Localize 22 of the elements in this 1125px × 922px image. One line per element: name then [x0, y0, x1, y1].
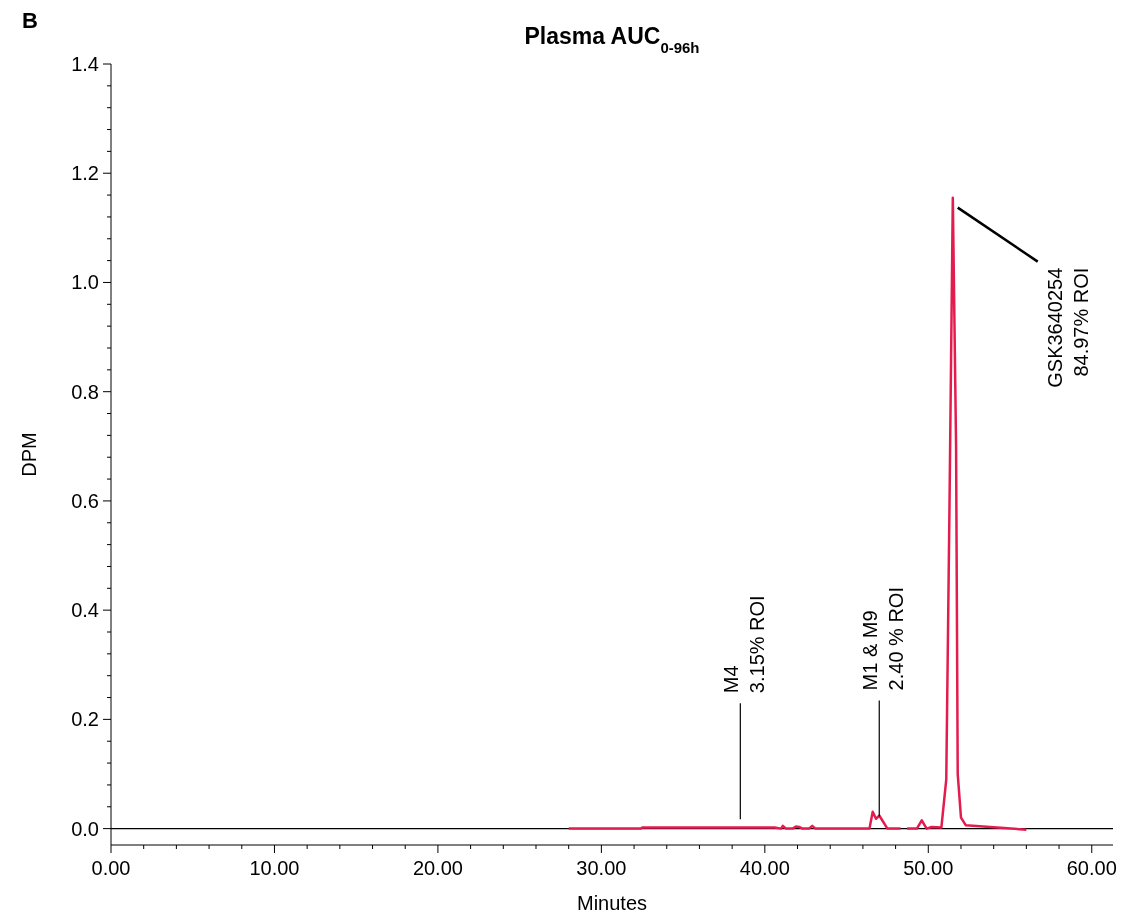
- x-axis-title: Minutes: [576, 892, 648, 914]
- x-tick-label: 30.00: [576, 857, 627, 879]
- y-tick-label: 0.6: [71, 489, 99, 512]
- chart-title: Plasma AUC$_{0-96h}$: [524, 23, 700, 56]
- y-tick-label: 0.2: [71, 708, 99, 731]
- y-tick-label: 1.2: [71, 162, 99, 185]
- x-tick-label: 50.00: [903, 857, 954, 879]
- y-tick-label: 0.0: [71, 817, 99, 840]
- annotation: M1 & M9 2.40 % ROI: [859, 587, 908, 691]
- annotation: M4 3.15% ROI: [720, 595, 769, 694]
- y-tick-label: 0.4: [71, 599, 99, 622]
- x-tick-label: 10.00: [249, 857, 300, 879]
- x-tick-label: 20.00: [412, 857, 463, 879]
- y-tick-label: 0.8: [71, 380, 99, 403]
- y-tick-label: 1.0: [71, 271, 99, 294]
- x-tick-label: 60.00: [1066, 857, 1117, 879]
- x-tick-label: 0.00: [91, 857, 131, 879]
- y-axis-title: DPM: [18, 432, 40, 477]
- annotation: GSK3640254 84.97% ROI: [1043, 267, 1092, 388]
- text: B: [22, 8, 38, 33]
- y-tick-label: 1.4: [71, 53, 99, 75]
- x-tick-label: 40.00: [739, 857, 790, 879]
